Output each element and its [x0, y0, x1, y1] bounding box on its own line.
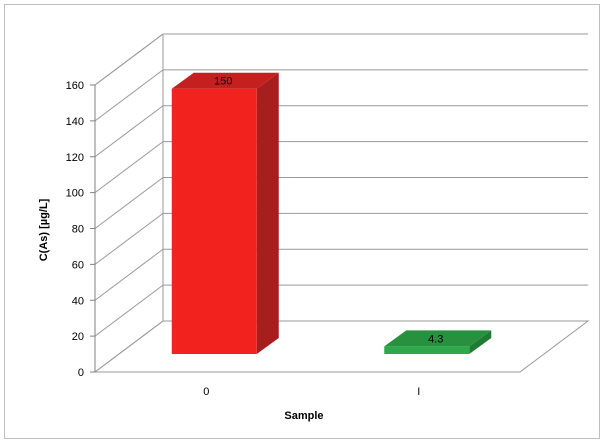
- bar-top-1: [384, 330, 492, 347]
- bar-0: [171, 72, 279, 354]
- bar-front-0: [171, 88, 257, 354]
- bars: [171, 72, 492, 354]
- data-labels: 150 4.3: [214, 76, 443, 346]
- data-label-1: 4.3: [428, 333, 443, 345]
- bar-1: [384, 330, 492, 354]
- y-tick-label-140: 140: [66, 116, 84, 128]
- y-tick-label-120: 120: [66, 152, 84, 164]
- y-tick-label-160: 160: [66, 80, 84, 92]
- bar-top-0: [171, 72, 279, 89]
- x-tick-label-1: I: [417, 386, 420, 398]
- gridlines: [94, 33, 588, 373]
- y-tick-label-20: 20: [72, 331, 84, 343]
- y-tick-label-0: 0: [78, 367, 84, 379]
- data-label-0: 150: [214, 76, 232, 88]
- y-tick-label-100: 100: [66, 188, 84, 200]
- x-axis-title: Sample: [284, 410, 323, 422]
- y-axis-title: C(As) [µg/L]: [38, 198, 50, 261]
- gridline-side-40: [94, 248, 164, 301]
- y-tick-labels: 0 20 40 60 80 100 120 140 160: [66, 80, 84, 379]
- chart-floor: [93, 320, 590, 373]
- gridline-side-140: [94, 69, 164, 122]
- y-tick-label-40: 40: [72, 295, 84, 307]
- gridline-side-120: [94, 105, 164, 158]
- gridline-side-80: [94, 177, 164, 229]
- chart-frame: [4, 4, 600, 439]
- gridline-side-0: [94, 320, 164, 373]
- gridline-side-100: [94, 141, 164, 194]
- y-tick-label-60: 60: [72, 259, 84, 271]
- gridline-side-160: [94, 33, 164, 86]
- y-tick-label-80: 80: [72, 224, 84, 236]
- bar-side-0: [256, 72, 279, 354]
- bar-side-1: [469, 330, 492, 354]
- gridline-side-20: [94, 284, 164, 337]
- axes: [90, 84, 96, 373]
- bar-front-1: [384, 346, 470, 354]
- x-tick-label-0: 0: [203, 386, 209, 398]
- gridline-side-60: [94, 212, 164, 265]
